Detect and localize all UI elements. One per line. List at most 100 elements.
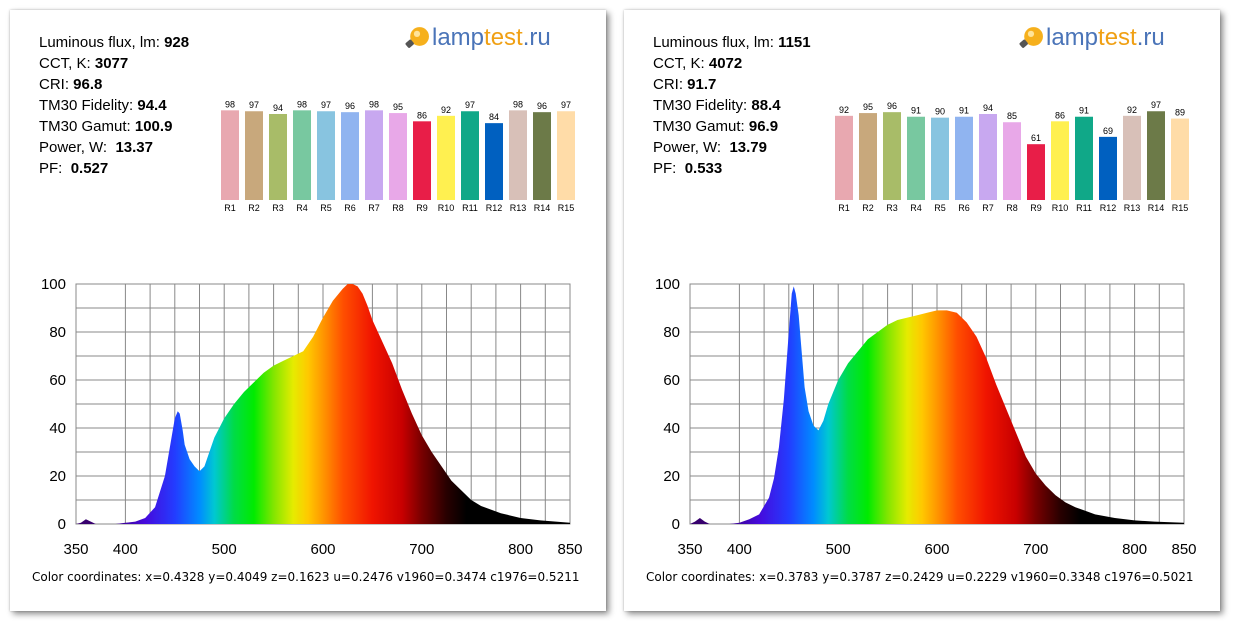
cri-bar bbox=[557, 111, 575, 200]
cri-bar-value-label: 95 bbox=[393, 102, 403, 112]
cri-category-label: R6 bbox=[344, 203, 356, 213]
x-tick-label: 400 bbox=[113, 541, 138, 558]
x-tick-label: 350 bbox=[677, 541, 702, 558]
y-tick-label: 0 bbox=[58, 516, 66, 533]
cri-bar bbox=[365, 110, 383, 200]
cri-category-label: R13 bbox=[1124, 203, 1141, 213]
cri-bar bbox=[1123, 115, 1141, 200]
cri-bar bbox=[1003, 122, 1021, 200]
cri-bar bbox=[931, 117, 949, 200]
cri-bar bbox=[509, 110, 527, 200]
x-tick-label: 800 bbox=[1122, 541, 1147, 558]
cri-category-label: R14 bbox=[1148, 203, 1165, 213]
color-coordinates: Color coordinates: x=0.4328 y=0.4049 z=0… bbox=[32, 570, 580, 584]
color-coordinates: Color coordinates: x=0.3783 y=0.3787 z=0… bbox=[646, 570, 1194, 584]
cri-category-label: R15 bbox=[1172, 203, 1189, 213]
cri-bar bbox=[221, 110, 239, 200]
y-tick-label: 60 bbox=[49, 372, 66, 389]
power-value: 13.79 bbox=[729, 139, 767, 156]
cri-bar-value-label: 69 bbox=[1103, 126, 1113, 136]
cri-bar-value-label: 91 bbox=[911, 106, 921, 116]
pf-row: PF: 0.533 bbox=[653, 158, 811, 179]
power-value: 13.37 bbox=[115, 139, 153, 156]
cri-bar-value-label: 95 bbox=[863, 102, 873, 112]
x-tick-label: 500 bbox=[826, 541, 851, 558]
stats-block: Luminous flux, lm: 1151 CCT, K: 4072 CRI… bbox=[653, 32, 811, 179]
cri-category-label: R9 bbox=[416, 203, 428, 213]
pf-label: PF: bbox=[39, 160, 63, 177]
logo-text-test: test bbox=[1098, 24, 1137, 51]
tm30-fidelity-row: TM30 Fidelity: 94.4 bbox=[39, 95, 189, 116]
cri-category-label: R11 bbox=[462, 203, 478, 213]
y-tick-label: 0 bbox=[672, 516, 680, 533]
spectrum-series bbox=[690, 286, 1184, 524]
x-tick-label: 600 bbox=[924, 541, 949, 558]
report-panel-left: Luminous flux, lm: 928 CCT, K: 3077 CRI:… bbox=[10, 10, 606, 611]
flux-value: 928 bbox=[164, 34, 190, 51]
cri-bar bbox=[461, 111, 479, 200]
tm30-gamut-row: TM30 Gamut: 100.9 bbox=[39, 116, 189, 137]
power-label: Power, W: bbox=[39, 139, 108, 156]
cri-bar-value-label: 96 bbox=[887, 101, 897, 111]
cri-bar bbox=[437, 115, 455, 200]
x-tick-label: 400 bbox=[727, 541, 752, 558]
cri-bar bbox=[1051, 121, 1069, 200]
cri-category-label: R10 bbox=[438, 203, 455, 213]
tm30-fidelity-row: TM30 Fidelity: 88.4 bbox=[653, 95, 811, 116]
pf-label: PF: bbox=[653, 160, 677, 177]
cri-category-label: R4 bbox=[296, 203, 308, 213]
tm30-fidelity-value: 94.4 bbox=[137, 97, 167, 114]
cri-bar-value-label: 98 bbox=[225, 99, 235, 109]
logo-text-lamp: lamp bbox=[1046, 24, 1099, 51]
y-tick-label: 80 bbox=[49, 324, 66, 341]
tm30-fidelity-value: 88.4 bbox=[751, 97, 781, 114]
cri-category-label: R12 bbox=[1100, 203, 1117, 213]
x-tick-label: 700 bbox=[1023, 541, 1048, 558]
cri-category-label: R5 bbox=[934, 203, 946, 213]
tm30-gamut-value: 100.9 bbox=[134, 118, 173, 135]
x-tick-label: 800 bbox=[508, 541, 533, 558]
tm30-gamut-row: TM30 Gamut: 96.9 bbox=[653, 116, 811, 137]
y-tick-label: 20 bbox=[49, 468, 66, 485]
cri-category-label: R6 bbox=[958, 203, 970, 213]
cri-category-label: R2 bbox=[862, 203, 874, 213]
report-panel-right: Luminous flux, lm: 1151 CCT, K: 4072 CRI… bbox=[624, 10, 1220, 611]
pf-value: 0.533 bbox=[684, 160, 723, 177]
cri-bar-value-label: 91 bbox=[1079, 106, 1089, 116]
cri-category-label: R13 bbox=[510, 203, 527, 213]
cri-bar bbox=[245, 111, 263, 200]
cri-bar bbox=[979, 113, 997, 200]
cri-bar-value-label: 92 bbox=[1127, 105, 1137, 115]
tm30-gamut-label: TM30 Gamut: bbox=[39, 118, 131, 135]
cri-category-label: R12 bbox=[486, 203, 503, 213]
x-tick-label: 700 bbox=[409, 541, 434, 558]
cct-value: 3077 bbox=[94, 55, 129, 72]
cri-category-label: R5 bbox=[320, 203, 332, 213]
pf-value: 0.527 bbox=[70, 160, 109, 177]
cri-bar-value-label: 85 bbox=[1007, 111, 1017, 121]
cri-bar bbox=[317, 111, 335, 200]
y-tick-label: 80 bbox=[663, 324, 680, 341]
cri-bar-value-label: 98 bbox=[369, 99, 379, 109]
cri-bar-value-label: 98 bbox=[513, 99, 523, 109]
x-tick-label: 850 bbox=[1171, 541, 1196, 558]
cri-bar-value-label: 94 bbox=[983, 103, 993, 113]
cri-bar-value-label: 98 bbox=[297, 99, 307, 109]
cri-bar bbox=[293, 110, 311, 200]
logo-text: lamptest.ru bbox=[1046, 23, 1165, 53]
lightbulb-icon bbox=[1019, 27, 1043, 48]
cri-category-label: R10 bbox=[1052, 203, 1069, 213]
x-tick-label: 600 bbox=[310, 541, 335, 558]
cri-row: CRI: 96.8 bbox=[39, 74, 189, 95]
cri-bar bbox=[1027, 144, 1045, 200]
tm30-gamut-label: TM30 Gamut: bbox=[653, 118, 745, 135]
cri-bar-value-label: 61 bbox=[1031, 133, 1041, 143]
logo-text: lamptest.ru bbox=[432, 23, 551, 53]
cri-bar-value-label: 92 bbox=[441, 105, 451, 115]
cri-bar-chart: 98 R1 97 R2 94 R3 98 R4 97 R5 96 R6 98 R7 95 R8 86 R9 92 R1… bbox=[221, 99, 575, 213]
cri-bar bbox=[907, 116, 925, 200]
cri-bar-value-label: 96 bbox=[345, 101, 355, 111]
y-tick-label: 100 bbox=[41, 276, 66, 293]
cri-label: CRI: bbox=[653, 76, 683, 93]
cri-bar-value-label: 97 bbox=[1151, 100, 1161, 110]
